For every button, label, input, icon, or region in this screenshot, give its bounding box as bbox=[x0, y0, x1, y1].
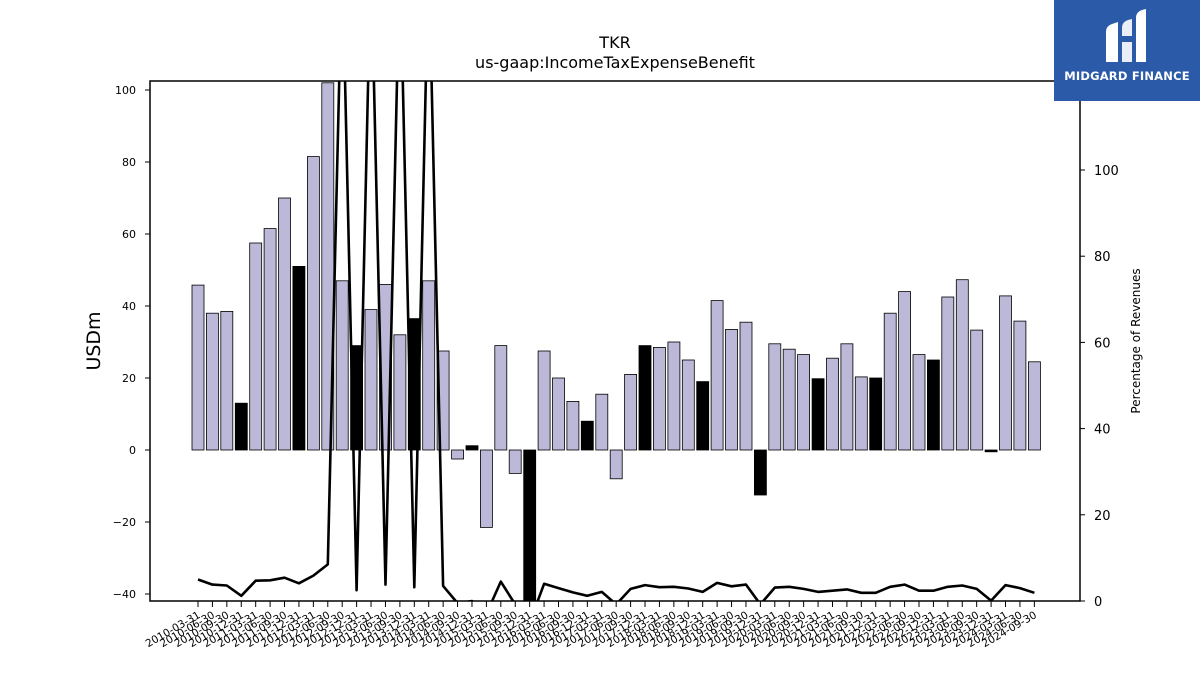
bar bbox=[999, 295, 1012, 451]
bar bbox=[970, 329, 984, 451]
bar bbox=[681, 359, 695, 451]
bar bbox=[465, 445, 479, 451]
midgard-m-icon bbox=[1106, 9, 1146, 62]
y2-tick-label: 0 bbox=[1094, 595, 1102, 610]
y-tick-label: −40 bbox=[113, 588, 136, 601]
bar bbox=[710, 300, 724, 451]
bar bbox=[869, 377, 883, 451]
bar bbox=[955, 279, 969, 451]
y-tick-label: 40 bbox=[122, 300, 136, 313]
y-tick-label: 20 bbox=[122, 372, 136, 385]
bar bbox=[422, 280, 436, 451]
y2-tick-label: 100 bbox=[1094, 164, 1119, 179]
bar bbox=[768, 343, 782, 451]
bar bbox=[552, 377, 565, 451]
bar bbox=[624, 373, 637, 451]
bar bbox=[941, 296, 955, 451]
bar bbox=[638, 345, 652, 451]
bar bbox=[898, 291, 911, 451]
bar bbox=[883, 312, 897, 451]
y-tick-label: 100 bbox=[115, 84, 136, 97]
y-tick-label: 0 bbox=[129, 444, 136, 457]
right-axis: 0 20 40 60 80 100 bbox=[1080, 164, 1119, 610]
bar bbox=[826, 357, 839, 451]
bar bbox=[1028, 361, 1041, 451]
bar bbox=[451, 449, 465, 460]
bar bbox=[1013, 320, 1027, 451]
brand-name: MIDGARD FINANCE bbox=[1064, 69, 1190, 83]
bar bbox=[393, 334, 407, 451]
bar bbox=[912, 354, 926, 451]
bar bbox=[725, 328, 738, 451]
bar bbox=[782, 348, 796, 451]
bar bbox=[263, 228, 277, 451]
y2-tick-label: 60 bbox=[1094, 336, 1111, 351]
bar bbox=[508, 449, 522, 474]
y-tick-label: 60 bbox=[122, 228, 136, 241]
bar bbox=[494, 345, 508, 451]
y-tick-label: −20 bbox=[113, 516, 136, 529]
bar bbox=[696, 381, 710, 451]
plot-frame bbox=[149, 80, 1081, 602]
bar bbox=[249, 242, 263, 451]
bar-series bbox=[191, 82, 1041, 602]
left-axis: −40 −20 0 20 40 60 80 100 bbox=[113, 84, 150, 601]
bar bbox=[609, 449, 623, 480]
bar bbox=[595, 393, 609, 451]
y2-axis-label: Percentage of Revenues bbox=[1129, 268, 1143, 413]
bar bbox=[653, 346, 666, 451]
chart-title: TKR bbox=[598, 33, 630, 52]
bar bbox=[278, 197, 291, 451]
bar bbox=[306, 156, 320, 451]
brand-logo: MIDGARD FINANCE bbox=[1054, 0, 1200, 101]
bar bbox=[739, 321, 753, 451]
bar bbox=[523, 449, 537, 602]
bar bbox=[234, 402, 248, 451]
bar bbox=[537, 350, 551, 451]
bar bbox=[754, 449, 767, 496]
line-series bbox=[197, 81, 1035, 601]
bar bbox=[927, 359, 940, 451]
bar bbox=[566, 400, 580, 451]
bar bbox=[797, 354, 810, 451]
bar bbox=[580, 420, 594, 451]
x-axis: 2010-03-312010-06-302010-09-302010-12-31… bbox=[144, 601, 1039, 650]
bar bbox=[220, 310, 234, 451]
bar bbox=[364, 309, 378, 451]
y2-tick-label: 80 bbox=[1094, 250, 1111, 265]
bar bbox=[854, 376, 868, 451]
bar bbox=[191, 284, 205, 451]
y-axis-label: USDm bbox=[83, 311, 105, 370]
bar bbox=[811, 378, 825, 451]
bar bbox=[292, 265, 306, 451]
y-tick-label: 80 bbox=[122, 156, 136, 169]
chart-subtitle: us-gaap:IncomeTaxExpenseBenefit bbox=[475, 53, 755, 72]
bar bbox=[205, 312, 219, 451]
bar bbox=[840, 343, 854, 451]
y2-tick-label: 40 bbox=[1094, 423, 1111, 438]
bar bbox=[335, 280, 349, 451]
y2-tick-label: 20 bbox=[1094, 509, 1111, 524]
bar bbox=[984, 449, 998, 453]
series-line bbox=[197, 81, 1035, 601]
bar bbox=[479, 449, 493, 528]
bar bbox=[667, 341, 681, 451]
